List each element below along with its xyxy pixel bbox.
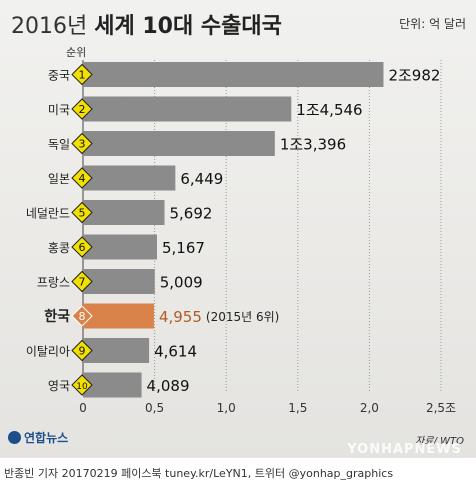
rank-number: 9 bbox=[79, 345, 86, 358]
value-label: 1조3,396 bbox=[280, 136, 346, 154]
bar bbox=[83, 131, 275, 156]
title-main: 세계 10대 수출대국 bbox=[94, 14, 282, 39]
value-label: 6,449 bbox=[180, 170, 223, 188]
rank-badge bbox=[71, 270, 93, 293]
rank-badge bbox=[71, 236, 93, 258]
rank-badge bbox=[71, 132, 93, 155]
bar bbox=[83, 372, 142, 398]
value-label: 4,955 bbox=[159, 308, 202, 326]
bar bbox=[83, 269, 155, 294]
value-label: 4,089 bbox=[147, 377, 190, 395]
rank-badge bbox=[71, 98, 93, 120]
category-label: 일본 bbox=[48, 172, 70, 186]
rank-number: 5 bbox=[79, 207, 86, 220]
x-tick-label: 2,0 bbox=[360, 401, 379, 415]
value-label: 5,009 bbox=[160, 274, 203, 292]
rank-number: 8 bbox=[79, 310, 86, 323]
category-label: 이탈리아 bbox=[26, 345, 70, 359]
credit-line: 반종빈 기자 20170219 페이스북 tuney.kr/LeYN1, 트위터… bbox=[4, 467, 394, 480]
category-label: 네덜란드 bbox=[26, 207, 70, 221]
bar bbox=[83, 165, 176, 191]
rank-number: 7 bbox=[79, 276, 86, 289]
rank-number: 6 bbox=[79, 241, 86, 254]
value-label: 2조982 bbox=[388, 67, 440, 85]
bar bbox=[83, 200, 165, 225]
annotation-label: (2015년 6위) bbox=[206, 310, 279, 324]
rank-badge bbox=[71, 167, 93, 189]
rank-badge bbox=[71, 201, 93, 224]
category-label: 영국 bbox=[48, 379, 70, 393]
bar-chart: 0 0,5 1,0 1,5 2,0 2,5조 중국 1 2조982 미국 2 1조4,546 독일 3 1조… bbox=[26, 60, 456, 415]
bar bbox=[83, 96, 292, 122]
rank-number: 1 bbox=[79, 69, 86, 82]
rank-number: 4 bbox=[79, 172, 86, 185]
rank-badge bbox=[71, 305, 93, 327]
x-tick-label: 1,5 bbox=[288, 401, 307, 415]
category-label: 프랑스 bbox=[37, 276, 70, 290]
bar bbox=[83, 303, 154, 329]
rank-number: 3 bbox=[79, 138, 86, 151]
category-label: 중국 bbox=[48, 69, 70, 83]
value-label: 4,614 bbox=[154, 343, 197, 361]
rank-badge bbox=[71, 63, 93, 86]
unit-label: 단위: 억 달러 bbox=[399, 17, 466, 31]
source-label: 자료/ WTO bbox=[415, 436, 464, 447]
value-label: 5,692 bbox=[170, 205, 213, 223]
rank-number: 2 bbox=[79, 103, 86, 116]
category-label: 한국 bbox=[44, 309, 70, 325]
bar bbox=[83, 338, 150, 363]
title-year: 2016년 bbox=[11, 14, 88, 39]
value-label: 5,167 bbox=[162, 239, 205, 257]
x-tick-label: 1,0 bbox=[217, 401, 236, 415]
rank-number: 10 bbox=[76, 382, 88, 392]
chart-title: 2016년 세계 10대 수출대국 bbox=[11, 8, 282, 40]
x-tick-label: 0,5 bbox=[145, 401, 164, 415]
rank-badge bbox=[71, 339, 93, 362]
rank-column-header: 순위 bbox=[66, 46, 87, 59]
infographic-card: 2016년 세계 10대 수출대국 단위: 억 달러 순위 0 0,5 1,0 1,5… bbox=[0, 0, 476, 458]
rank-badge bbox=[71, 374, 93, 396]
category-label: 미국 bbox=[48, 103, 70, 117]
bar bbox=[83, 62, 384, 87]
bar bbox=[83, 234, 157, 260]
x-tick-label: 0 bbox=[79, 401, 87, 415]
x-tick-label: 2,5조 bbox=[426, 401, 456, 415]
logo-text: 연합뉴스 bbox=[24, 431, 69, 445]
yonhap-logo: 연합뉴스 bbox=[8, 429, 68, 446]
value-label: 1조4,546 bbox=[296, 101, 362, 119]
category-label: 독일 bbox=[48, 138, 70, 152]
logo-icon bbox=[8, 431, 21, 444]
watermark: YONHAPNEWS bbox=[347, 442, 462, 457]
category-label: 홍콩 bbox=[48, 241, 70, 255]
